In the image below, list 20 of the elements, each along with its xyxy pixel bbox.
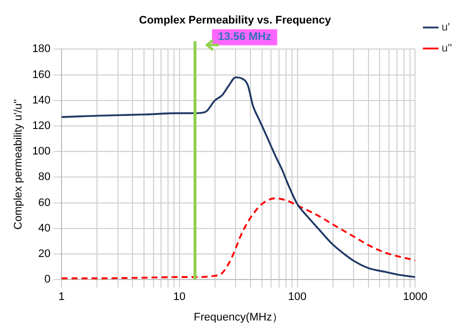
legend-label: u'	[442, 22, 450, 34]
y-tick-label: 20	[38, 248, 51, 260]
x-axis-title: Frequency(MHz）	[194, 311, 283, 324]
y-tick-label: 40	[38, 222, 51, 234]
y-tick-label: 160	[32, 68, 51, 81]
x-tick-label: 1000	[402, 291, 428, 304]
y-tick-label: 80	[38, 171, 51, 184]
y-tick-label: 100	[32, 146, 51, 158]
y-tick-label: 180	[32, 43, 51, 56]
y-tick-label: 140	[32, 94, 51, 106]
chart-title: Complex Permeability vs. Frequency	[139, 14, 332, 27]
y-tick-label: 0	[44, 274, 51, 286]
legend-label: u''	[442, 42, 452, 55]
y-tick-label: 60	[38, 196, 51, 209]
ref-line-label: 13.56 MHz	[218, 31, 272, 44]
y-tick-label: 120	[32, 120, 51, 132]
x-tick-label: 10	[173, 291, 186, 304]
x-tick-label: 100	[288, 291, 306, 304]
x-tick-label: 1	[58, 291, 65, 304]
y-axis-title: Complex permeability u'/u''	[12, 99, 25, 230]
